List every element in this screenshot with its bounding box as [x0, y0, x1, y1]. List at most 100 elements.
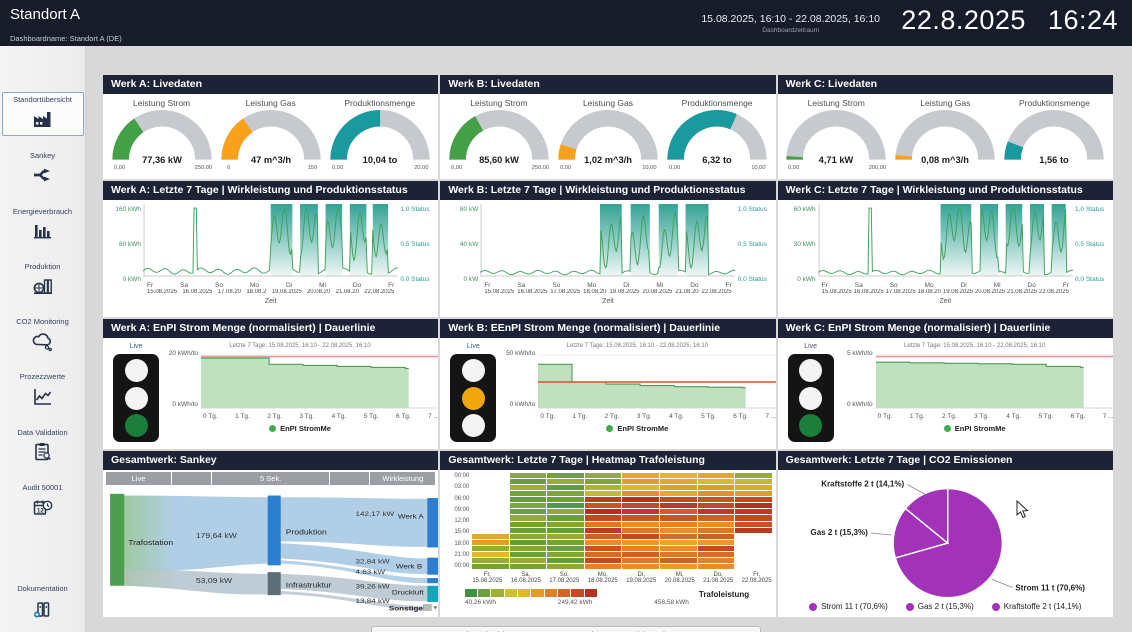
gauge-title: Leistung Gas [920, 98, 971, 108]
sidebar-item-standort-bersicht[interactable]: Standortübersicht [1, 92, 84, 137]
legend-item-kraftstoffe-2-t-14-1[interactable]: Kraftstoffe 2 t (14,1%) [991, 602, 1082, 611]
panel-heatmap: Gesamtwerk: Letzte 7 Tage | Heatmap Traf… [440, 451, 776, 617]
x-date-label: 21.08.2025 [1006, 289, 1037, 295]
gauge-leistung-strom: Leistung Strom 85,60 kW 0,00 250,00 [444, 96, 553, 177]
sankey-node-infrastruktur[interactable] [267, 572, 281, 596]
sankey-toolbar-blank1[interactable] [172, 472, 212, 485]
y-min-label: 0 kWh/to [172, 401, 198, 408]
x-date-label: 18.08.20 [917, 289, 941, 295]
x-date-label: 16.08.2025 [853, 289, 884, 295]
sankey-werk-a-value: 142,17 kW [356, 510, 396, 518]
heatmap-cell [584, 563, 622, 569]
sidebar-item-label: Energieverbrauch [12, 206, 73, 216]
sidebar-item-prozezzwerte[interactable]: Prozezzwerte [2, 370, 84, 412]
sankey-label-trafostation: Trafostation [128, 539, 173, 547]
traffic-light-block: Live [450, 341, 497, 449]
sankey-node-druckluft[interactable] [427, 585, 439, 602]
legend-item-gas-2-t-15-3[interactable]: Gas 2 t (15,3%) [905, 602, 974, 611]
x-day-label: Mi [656, 282, 664, 289]
heatmap-cell [660, 521, 697, 527]
heatmap-cell [735, 540, 772, 545]
sankey-toolbar-live[interactable]: Live [106, 472, 172, 485]
time-tick-label: 06:00 [454, 495, 470, 502]
x-tick-label: 0 Tg. [203, 413, 218, 420]
x-tick-label: 7 ... [765, 413, 776, 420]
heatmap-cell [622, 473, 660, 479]
plot-row: 50 kWh/to 0 kWh/to [496, 350, 776, 412]
sidebar-item-data-validation[interactable]: Data Validation [2, 426, 84, 468]
x-axis-title: Zeit [264, 298, 277, 305]
legend-label: EnPI StromMe [617, 424, 669, 433]
heatmap-cell [547, 509, 584, 515]
gauge-value: 85,60 kW [479, 155, 519, 165]
legend-label: EnPI StromMe [280, 424, 331, 433]
plot-area: Fr Sa So Mo Di Mi Do Fr 15.08.2025 16.08.2025 17.0… [480, 204, 736, 317]
sankey-sonstige-dropdown[interactable] [422, 604, 438, 611]
sankey-node-trafostation[interactable] [110, 493, 125, 586]
heatmap-chart: 00:00 03:00 06:00 09:00 12:00 15:00 18:00 21:00… [440, 470, 775, 617]
heatmap-cell [509, 497, 547, 503]
sidebar-item-label: Sankey [29, 151, 56, 161]
sankey-toolbar-wirkleistung[interactable]: Wirkleistung [370, 472, 436, 485]
sankey-node-werk-a[interactable] [427, 498, 439, 548]
x-day-label: Do [690, 282, 699, 289]
gauge-value: 47 m^3/h [251, 155, 291, 165]
sidebar-item-sankey[interactable]: Sankey [2, 149, 84, 191]
plot-row: 20 kWh/to 0 kWh/to [159, 350, 439, 412]
gauge-max-label: 250,00 [532, 165, 549, 170]
panel-title: Gesamtwerk: Letzte 7 Tage | Heatmap Traf… [440, 451, 776, 470]
legend-tick-labels: 40,26 kWh 249,42 kWh 458,58 kWh [465, 599, 689, 606]
date-tick-label: Mo, 18.08.2025 [587, 572, 618, 584]
heatmap-cell [660, 545, 697, 551]
heatmap-cell [622, 497, 660, 503]
heatmap-cell [472, 509, 509, 514]
sankey-node-werk-b[interactable] [427, 557, 439, 575]
pie-slice-gas-2-t-15-3[interactable] [892, 507, 949, 559]
heatmap-cell [660, 533, 697, 539]
heatmap-cell [547, 485, 584, 491]
y-max-label: 5 kWh/to [847, 350, 873, 357]
legend-bar-segment [504, 589, 518, 597]
y-tick-label: 40 kW [459, 241, 479, 248]
sidebar-item-energieverbrauch[interactable]: Energieverbrauch [2, 205, 84, 247]
sankey-node-produktion[interactable] [267, 495, 281, 566]
sankey-label-werk-b: Werk B [396, 562, 422, 570]
heatmap-cell [509, 527, 547, 533]
legend-label: Kraftstoffe 2 t (14,1%) [1003, 602, 1082, 611]
x-tick-label: 5 Tg. [1038, 413, 1054, 420]
sankey-toolbar-blank2[interactable] [330, 472, 370, 485]
status-tick-label: 1,0 Status [1075, 206, 1105, 213]
x-axis-title: Zeit [602, 298, 614, 305]
legend-item-strom-11-t-70-6[interactable]: Strom 11 t (70,6%) [809, 602, 888, 611]
heatmap-cell [547, 551, 584, 557]
plot-row: 5 kWh/to 0 kWh/to [834, 350, 1113, 412]
gauge-group-werk-b: Leistung Strom 85,60 kW 0,00 250,00 Leistung… [440, 94, 775, 179]
sidebar-item-label: Data Validation [17, 427, 68, 437]
sidebar-item-dokumentation[interactable]: Dokumentation [2, 582, 84, 624]
pie-callout-label: Strom 11 t (70,6%) [1015, 584, 1085, 593]
dashboard-settings-bar[interactable]: Standort A (DE) | 15.08.2025 - 22.08.202… [371, 626, 761, 632]
production-machine-icon [31, 274, 55, 298]
status-axis-labels: 1,0 Status 0,5 Status 0,0 Status [398, 204, 436, 317]
sidebar-item-produktion[interactable]: Produktion [2, 260, 84, 302]
sidebar-item-audit-50001[interactable]: Audit 50001 12 [2, 481, 84, 523]
heatmap-cell [472, 485, 509, 490]
bar-chart-icon [31, 219, 55, 243]
heatmap-cell [584, 491, 622, 497]
date-tick-label: Di, 19.08.2025 [626, 572, 657, 584]
heatmap-cell [547, 503, 584, 509]
gauge-min-label: 0 [227, 165, 230, 170]
legend-tick: 249,42 kWh [557, 599, 593, 606]
chart-legend: EnPI StromMe [496, 424, 775, 433]
gauge-value: 4,71 kW [819, 155, 854, 165]
sankey-node-small[interactable] [427, 578, 439, 584]
sankey-toolbar-interval[interactable]: 5 Sek. [212, 472, 330, 485]
heatmap-cell [584, 557, 622, 563]
live-label: Live [129, 343, 143, 350]
x-tick-label: 7 ... [1102, 413, 1113, 420]
sidebar-item-co2-monitoring[interactable]: CO2 Monitoring [2, 315, 84, 357]
legend-scale: 40,26 kWh 249,42 kWh 458,58 kWh [464, 589, 689, 606]
heatmap-cell [735, 521, 772, 527]
x-date-label: 19.08.2025 [942, 289, 973, 295]
legend-gradient-bar [464, 589, 597, 597]
